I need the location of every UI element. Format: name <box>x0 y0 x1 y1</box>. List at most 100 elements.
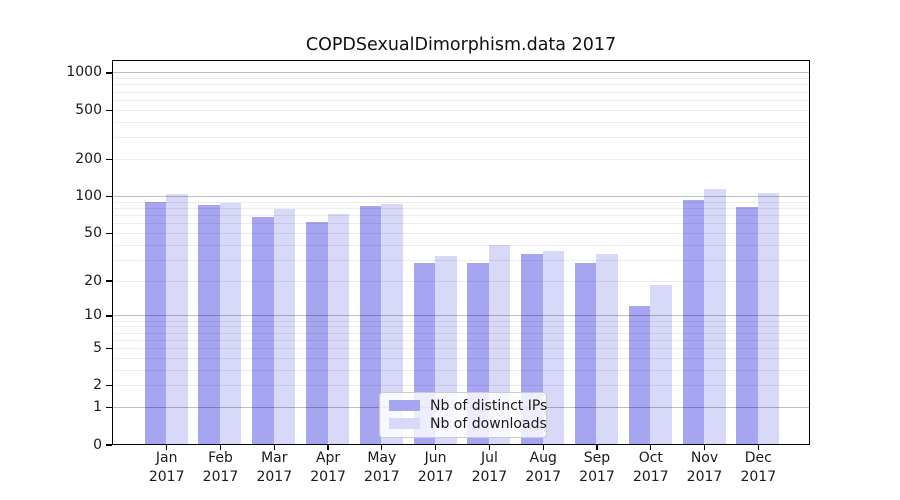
y-tick-label: 200 <box>75 150 102 167</box>
x-tick-month-text: Aug <box>529 450 557 466</box>
gridline-minor <box>113 369 809 371</box>
y-tick-label: 50 <box>84 224 102 241</box>
x-tick-month-text: Jul <box>480 450 498 466</box>
bar-distinct-ips <box>682 199 705 444</box>
bar-downloads <box>219 202 242 444</box>
gridline-minor <box>113 357 809 359</box>
gridline-minor <box>113 326 809 328</box>
bar-downloads <box>542 251 565 444</box>
x-tick-label-month: Feb 2017 <box>193 449 249 487</box>
x-tick-month-text: Apr <box>315 450 341 466</box>
y-tick-label: 100 <box>75 188 102 204</box>
x-tick-label-month: May 2017 <box>354 449 410 487</box>
x-tick-month-text: Nov <box>690 450 719 466</box>
gridline-minor <box>113 348 809 349</box>
legend-swatch-ips <box>389 400 420 411</box>
bar-distinct-ips <box>628 305 651 444</box>
gridline-minor <box>113 158 809 160</box>
y-tick-label: 2 <box>93 377 102 394</box>
bar-distinct-ips <box>306 221 328 444</box>
gridline-minor <box>113 78 809 80</box>
gridline-minor <box>113 332 809 334</box>
gridline-major <box>113 315 809 317</box>
x-tick-label-month: Nov 2017 <box>677 449 733 487</box>
bar-distinct-ips <box>574 262 597 444</box>
x-tick-label-month: Oct 2017 <box>623 449 679 487</box>
x-tick-year-text: 2017 <box>363 469 400 485</box>
gridline-major <box>113 196 809 197</box>
gridline-minor <box>113 201 809 203</box>
bar-downloads <box>327 214 350 444</box>
x-tick-month-text: Jun <box>424 450 447 466</box>
y-tick-mark <box>106 407 112 409</box>
gridline-minor <box>113 223 809 225</box>
y-tick-label: 0 <box>93 436 102 453</box>
x-tick-label-month: Jan 2017 <box>139 449 195 487</box>
x-tick-month-text: Sep <box>583 450 611 466</box>
plot-area <box>112 60 810 445</box>
x-tick-mark <box>542 445 544 450</box>
y-tick-mark <box>106 195 112 198</box>
x-tick-mark <box>757 445 759 450</box>
gridline-minor <box>113 109 809 111</box>
gridline-minor <box>113 137 809 139</box>
y-tick-mark <box>106 315 112 317</box>
legend: Nb of distinct IPs Nb of downloads <box>379 392 547 438</box>
gridline-minor <box>113 91 809 93</box>
y-tick-label: 1 <box>93 399 102 416</box>
x-tick-label-month: Jul 2017 <box>461 449 517 487</box>
x-tick-year-text: 2017 <box>417 469 454 485</box>
y-tick-mark <box>106 232 112 234</box>
x-tick-label-month: Mar 2017 <box>246 449 302 487</box>
y-tick-label: 5 <box>93 340 102 356</box>
x-tick-mark <box>381 445 383 450</box>
bar-downloads <box>757 192 780 444</box>
x-tick-year-text: 2017 <box>632 469 669 485</box>
x-tick-label-month: Sep 2017 <box>569 449 625 487</box>
x-tick-mark <box>219 445 222 450</box>
gridline-major <box>113 72 809 74</box>
legend-swatch-downloads <box>389 418 420 429</box>
x-tick-year-text: 2017 <box>525 469 561 485</box>
bar-distinct-ips <box>144 202 167 444</box>
x-tick-month-text: Dec <box>744 450 772 466</box>
x-tick-year-text: 2017 <box>310 469 346 485</box>
y-tick-label: 500 <box>75 101 102 118</box>
bar-distinct-ips <box>736 207 758 444</box>
gridline-minor <box>113 232 809 234</box>
gridlines-layer <box>113 61 809 444</box>
x-tick-month-text: May <box>367 450 397 466</box>
gridline-minor <box>113 207 809 209</box>
gridline-minor <box>113 385 809 387</box>
x-tick-year-text: 2017 <box>740 469 777 485</box>
bar-downloads <box>650 285 672 444</box>
bar-distinct-ips <box>359 206 382 444</box>
x-tick-label-month: Apr 2017 <box>300 449 356 487</box>
x-tick-mark <box>166 445 168 450</box>
gridline-minor <box>113 259 809 261</box>
legend-label: Nb of distinct IPs <box>430 397 548 414</box>
bar-downloads <box>166 193 188 444</box>
y-tick-mark <box>106 385 112 387</box>
bar-downloads <box>381 203 403 444</box>
y-tick-mark <box>106 158 112 161</box>
x-tick-label-month: Aug 2017 <box>515 449 571 487</box>
legend-label: Nb of downloads <box>430 415 547 432</box>
x-tick-mark <box>327 445 329 450</box>
y-tick-mark <box>106 72 112 74</box>
x-tick-month-text: Jan <box>155 450 178 466</box>
bar-distinct-ips <box>252 216 274 444</box>
x-tick-year-text: 2017 <box>471 469 508 485</box>
x-tick-year-text: 2017 <box>148 469 185 485</box>
y-tick-label: 1000 <box>66 64 102 81</box>
chart-title: COPDSexualDimorphism.data 2017 <box>305 35 617 55</box>
x-tick-mark <box>434 445 437 450</box>
x-tick-month-text: Mar <box>261 450 288 466</box>
gridline-minor <box>113 244 809 246</box>
bar-downloads <box>596 254 618 444</box>
x-tick-year-text: 2017 <box>686 469 723 485</box>
bar-distinct-ips <box>198 205 220 444</box>
bar-downloads <box>273 209 296 444</box>
y-tick-mark <box>106 280 112 282</box>
